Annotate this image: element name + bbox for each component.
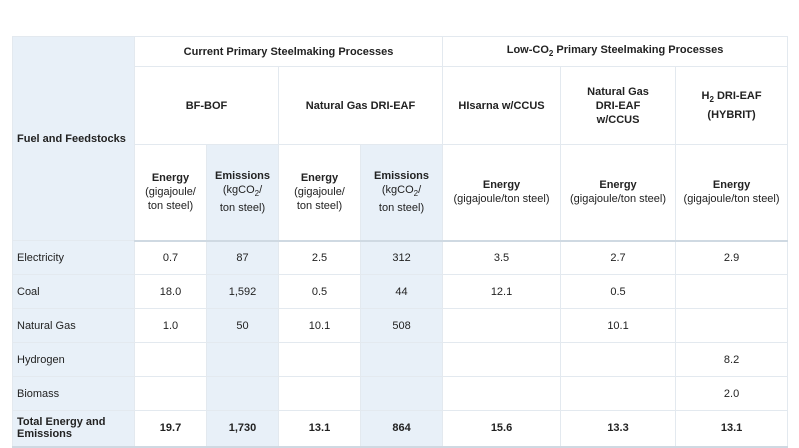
process-ng-dri-eaf: Natural Gas DRI-EAF [277,66,444,145]
h2-rest: DRI-EAF [713,90,762,103]
metric-emissions-ng-dri-eaf: Emissions (kgCO2/ ton steel) [359,144,444,242]
table-cell [134,376,207,411]
table-cell: 8.2 [675,342,789,377]
table-cell: 87 [206,240,279,275]
table-cell: 15.6 [442,410,562,448]
steelmaking-fuel-table: Fuel and Feedstocks Current Primary Stee… [12,36,789,448]
table-cell [560,376,677,411]
metric-unit: (gigajoule/ ton steel) [294,186,345,213]
metric-title: Emissions [214,170,271,183]
group-low-co2-subscript: 2 [548,49,554,59]
row-label: Electricity [12,240,135,275]
table-cell [206,376,279,411]
group-low-co2-suffix: Primary Steelmaking Processes [553,44,724,57]
metric-title: Energy [482,179,521,192]
metric-energy-ng-ccus: Energy (gigajoule/ton steel) [560,144,677,242]
table-cell: 2.9 [675,240,789,275]
table-cell [675,308,789,343]
table-cell [359,342,444,377]
table-cell [442,342,562,377]
row-label: Natural Gas [12,308,135,343]
metric-energy-h2: Energy (gigajoule/ton steel) [675,144,789,242]
metric-title: Energy [300,172,339,185]
metric-unit: (gigajoule/ ton steel) [145,186,196,213]
process-hisarna: HIsarna w/CCUS [442,66,562,145]
metric-unit-a: (kgCO [222,184,255,197]
metric-unit: (gigajoule/ton steel) [683,193,780,206]
table-cell: 2.7 [560,240,677,275]
group-header-current: Current Primary Steelmaking Processes [133,36,444,67]
table-cell: 12.1 [442,274,562,309]
table-cell: 44 [359,274,444,309]
h2-prefix: H [701,90,710,103]
table-cell: 2.5 [278,240,361,275]
table-row: Coal 18.0 1,592 0.5 44 12.1 0.5 [12,274,789,309]
table-cell: 0.5 [560,274,677,309]
metric-unit: (gigajoule/ton steel) [453,193,550,206]
table-cell: 1,730 [206,410,279,448]
h2-subscript: 2 [709,95,714,105]
table-cell [442,376,562,411]
table-cell [560,342,677,377]
metric-title: Energy [712,179,751,192]
metric-emissions-bf-bof: Emissions (kgCO2/ ton steel) [206,144,279,242]
table-cell [278,376,361,411]
table-cell [206,342,279,377]
process-h2-dri-eaf: H2 DRI-EAF (HYBRIT) [675,66,789,145]
group-low-co2-prefix: Low-CO [506,44,549,57]
table-cell: 0.7 [134,240,207,275]
table-cell: 864 [359,410,444,448]
h2-line2: (HYBRIT) [707,108,756,121]
table-row: Natural Gas 1.0 50 10.1 508 10.1 [12,308,789,343]
metric-title: Energy [151,172,190,185]
table-row: Biomass 2.0 [12,376,789,411]
table-cell: 2.0 [675,376,789,411]
row-label: Hydrogen [12,342,135,377]
table-row: Hydrogen 8.2 [12,342,789,377]
row-label: Coal [12,274,135,309]
table-cell: 0.5 [278,274,361,309]
table-cell: 508 [359,308,444,343]
table-cell: 3.5 [442,240,562,275]
process-bf-bof: BF-BOF [134,66,279,145]
metric-energy-ng-dri-eaf: Energy (gigajoule/ ton steel) [278,144,361,242]
table-cell: 1,592 [206,274,279,309]
group-header-low-co2: Low-CO2 Primary Steelmaking Processes [442,36,789,67]
metric-title: Emissions [374,170,430,183]
table-row: Total Energy and Emissions 19.7 1,730 13.1 8… [12,410,789,448]
table-cell: 312 [359,240,444,275]
table-body: Electricity 0.7 87 2.5 312 3.5 2.7 2.9 Coal 18.0 1… [12,240,789,448]
table-cell [134,342,207,377]
table-row: Electricity 0.7 87 2.5 312 3.5 2.7 2.9 [12,240,789,275]
metric-energy-bf-bof: Energy (gigajoule/ ton steel) [134,144,207,242]
row-label: Total Energy and Emissions [12,410,135,448]
table-cell: 10.1 [560,308,677,343]
table-cell [359,376,444,411]
row-label-header: Fuel and Feedstocks [12,36,135,241]
metric-unit-a: (kgCO [381,184,414,197]
table-cell [675,274,789,309]
metric-energy-hisarna: Energy (gigajoule/ton steel) [442,144,562,242]
metric-unit-b: / ton steel) [219,184,266,215]
table-cell [442,308,562,343]
table-cell: 13.1 [278,410,361,448]
table-cell: 13.3 [560,410,677,448]
metric-unit-b: / ton steel) [378,184,425,215]
metric-title: Energy [599,179,637,192]
process-ng-dri-eaf-ccus: Natural Gas DRI-EAF w/CCUS [560,66,677,145]
table-cell: 18.0 [134,274,207,309]
table-cell [278,342,361,377]
table-cell: 19.7 [134,410,207,448]
table-cell: 50 [206,308,279,343]
metric-unit: (gigajoule/ton steel) [570,193,667,206]
metric-unit-sub: 2 [413,189,419,199]
table-cell: 10.1 [278,308,361,343]
table-cell: 1.0 [134,308,207,343]
row-label: Biomass [12,376,135,411]
table-cell: 13.1 [675,410,789,448]
metric-unit-sub: 2 [254,189,260,199]
